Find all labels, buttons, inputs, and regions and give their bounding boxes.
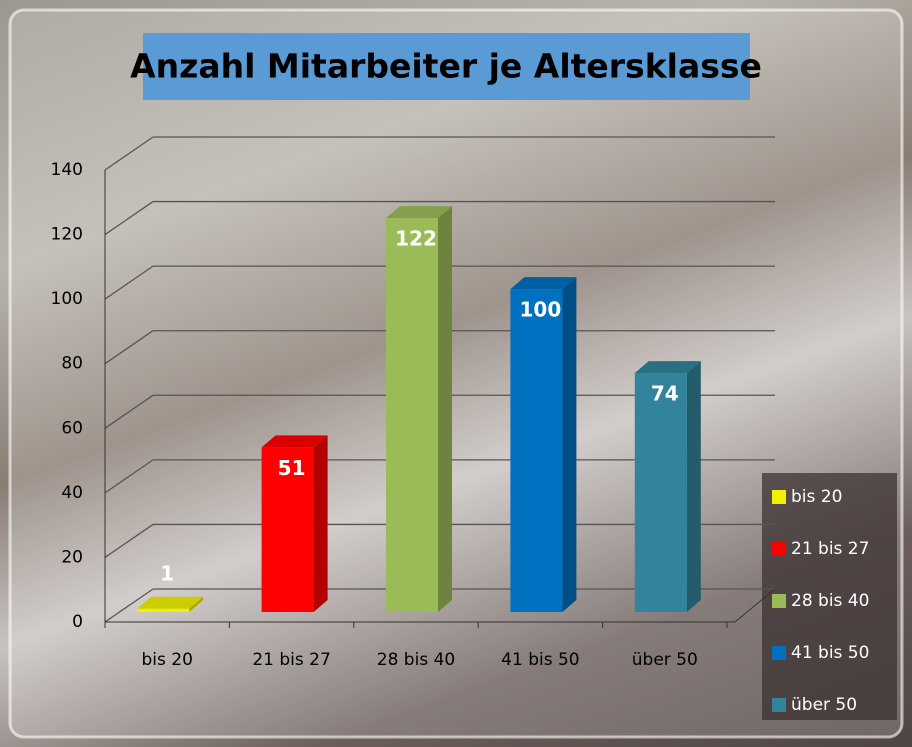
data-label: 51 [278, 456, 306, 480]
bar-top [510, 277, 577, 290]
bar-top [386, 206, 452, 219]
x-tick-label: 21 bis 27 [252, 650, 330, 670]
data-label: 1 [160, 561, 174, 585]
x-tick-label: bis 20 [141, 650, 192, 670]
bar [510, 289, 563, 612]
grid-line [104, 459, 154, 494]
bar-side [189, 596, 204, 612]
legend-label: bis 20 [791, 487, 842, 507]
x-tick-label: 28 bis 40 [377, 650, 455, 670]
grid-line [104, 136, 154, 171]
bar [261, 447, 314, 612]
y-tick-label: 60 [61, 418, 83, 438]
bar-side [313, 435, 328, 612]
legend-label: über 50 [791, 695, 857, 715]
title-box [143, 33, 750, 100]
legend-swatch [772, 490, 786, 504]
data-label: 74 [651, 382, 679, 406]
floor-edge [734, 588, 776, 623]
y-tick-label: 100 [51, 289, 83, 309]
grid-line [104, 523, 154, 558]
y-tick-label: 140 [51, 160, 83, 180]
chart-title: Anzahl Mitarbeiter je Altersklasse [130, 47, 762, 86]
y-tick-label: 120 [51, 225, 83, 245]
bar-top [634, 361, 701, 374]
bar [137, 608, 190, 612]
y-tick-label: 40 [61, 483, 83, 503]
legend-label: 41 bis 50 [791, 643, 869, 663]
bar [634, 373, 687, 612]
bar-side [562, 277, 577, 612]
data-label: 122 [395, 227, 437, 251]
y-tick-label: 80 [61, 354, 83, 374]
legend-swatch [772, 542, 786, 556]
bar-top [137, 596, 204, 609]
data-label: 100 [520, 298, 562, 322]
y-tick-label: 20 [61, 547, 83, 567]
bar [386, 218, 438, 612]
x-tick-label: über 50 [632, 650, 698, 670]
y-tick-label: 0 [72, 612, 83, 632]
grid-line [104, 330, 154, 365]
grid-line [104, 265, 154, 300]
legend-label: 28 bis 40 [791, 591, 869, 611]
legend-swatch [772, 594, 786, 608]
grid-line [104, 201, 154, 236]
bar-side [438, 206, 452, 612]
grid-line [104, 394, 154, 429]
bar-top [261, 435, 328, 448]
grid-line [104, 588, 154, 623]
bar-side [686, 361, 701, 612]
legend-swatch [772, 698, 786, 712]
legend-label: 21 bis 27 [791, 539, 869, 559]
legend-swatch [772, 646, 786, 660]
x-tick-label: 41 bis 50 [501, 650, 579, 670]
